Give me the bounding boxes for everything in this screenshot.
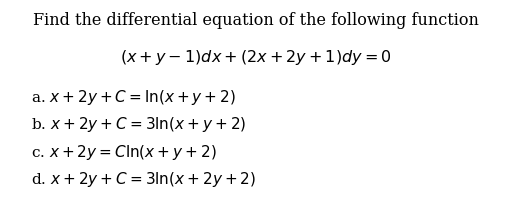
Text: Find the differential equation of the following function: Find the differential equation of the fo… xyxy=(33,12,478,29)
Text: a. $x + 2y + C = \ln(x + y + 2)$: a. $x + 2y + C = \ln(x + y + 2)$ xyxy=(31,88,236,107)
Text: e. $\it{None\ of\ the\ Above}$: e. $\it{None\ of\ the\ Above}$ xyxy=(31,197,193,198)
Text: d. $x + 2y + C = 3\ln(x + 2y + 2)$: d. $x + 2y + C = 3\ln(x + 2y + 2)$ xyxy=(31,170,256,189)
Text: b. $x + 2y + C = 3\ln(x + y + 2)$: b. $x + 2y + C = 3\ln(x + y + 2)$ xyxy=(31,115,246,134)
Text: c. $x + 2y = C\ln(x + y + 2)$: c. $x + 2y = C\ln(x + y + 2)$ xyxy=(31,143,216,162)
Text: $(x + y - 1)dx + (2x + 2y + 1)dy = 0$: $(x + y - 1)dx + (2x + 2y + 1)dy = 0$ xyxy=(120,48,391,67)
